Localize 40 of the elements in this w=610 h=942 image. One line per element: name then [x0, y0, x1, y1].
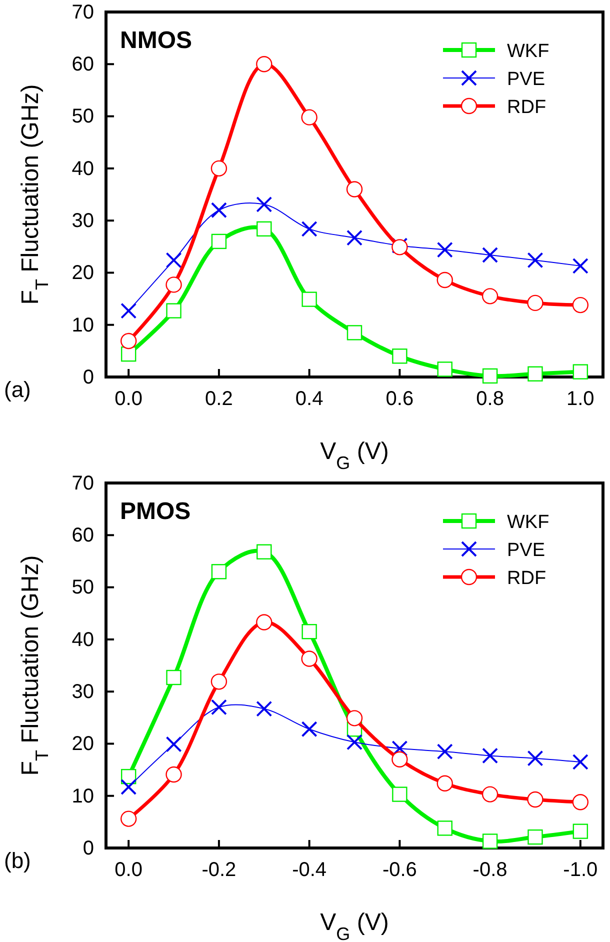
text: (a) — [4, 377, 31, 402]
y-tick-label: 50 — [72, 106, 94, 128]
legend-label: RDF — [507, 568, 546, 589]
x-tick-label: -0.4 — [292, 859, 327, 882]
y-tick-label: 30 — [72, 680, 94, 703]
legend-label: PVE — [507, 540, 546, 561]
y-tick-label: 10 — [72, 785, 94, 808]
y-tick-label: 0 — [82, 366, 94, 388]
text: NMOS — [120, 27, 192, 54]
x-axis-title: V$_{G}$ (V) — [320, 438, 389, 473]
y-tick-label: 20 — [72, 733, 94, 756]
y-tick-label: 70 — [72, 472, 94, 494]
x-tick-label: 0.4 — [295, 388, 324, 410]
x-tick-label: 0.0 — [114, 859, 142, 882]
y-tick-label: 30 — [72, 210, 94, 232]
x-tick-label: -0.2 — [202, 859, 236, 882]
y-tick-label: 0 — [82, 837, 94, 860]
x-tick-label: -0.6 — [382, 859, 417, 882]
legend-label: RDF — [507, 97, 546, 118]
legend-label: WKF — [507, 512, 550, 533]
y-tick-label: 20 — [72, 262, 94, 284]
x-tick-label: -0.8 — [472, 859, 508, 882]
y-tick-label: 10 — [72, 314, 94, 336]
y-tick-label: 40 — [72, 158, 94, 180]
x-tick-label: 0.6 — [386, 388, 414, 410]
x-tick-label: -1.0 — [563, 859, 598, 882]
y-tick-label: 50 — [72, 576, 94, 599]
text: PMOS — [120, 498, 191, 525]
x-tick-label: 0.8 — [476, 388, 504, 410]
y-tick-label: 60 — [72, 54, 94, 76]
legend-label: PVE — [507, 69, 546, 90]
y-tick-label: 60 — [72, 524, 94, 547]
legend-label: WKF — [507, 41, 550, 62]
x-tick-label: 1.0 — [566, 388, 594, 410]
x-tick-label: 0.0 — [114, 388, 142, 410]
y-tick-label: 40 — [72, 628, 94, 651]
y-tick-label: 70 — [72, 1, 94, 24]
x-tick-label: 0.2 — [205, 388, 233, 410]
x-axis-title: V$_{G}$ (V) — [320, 909, 389, 942]
text: (b) — [4, 848, 31, 873]
